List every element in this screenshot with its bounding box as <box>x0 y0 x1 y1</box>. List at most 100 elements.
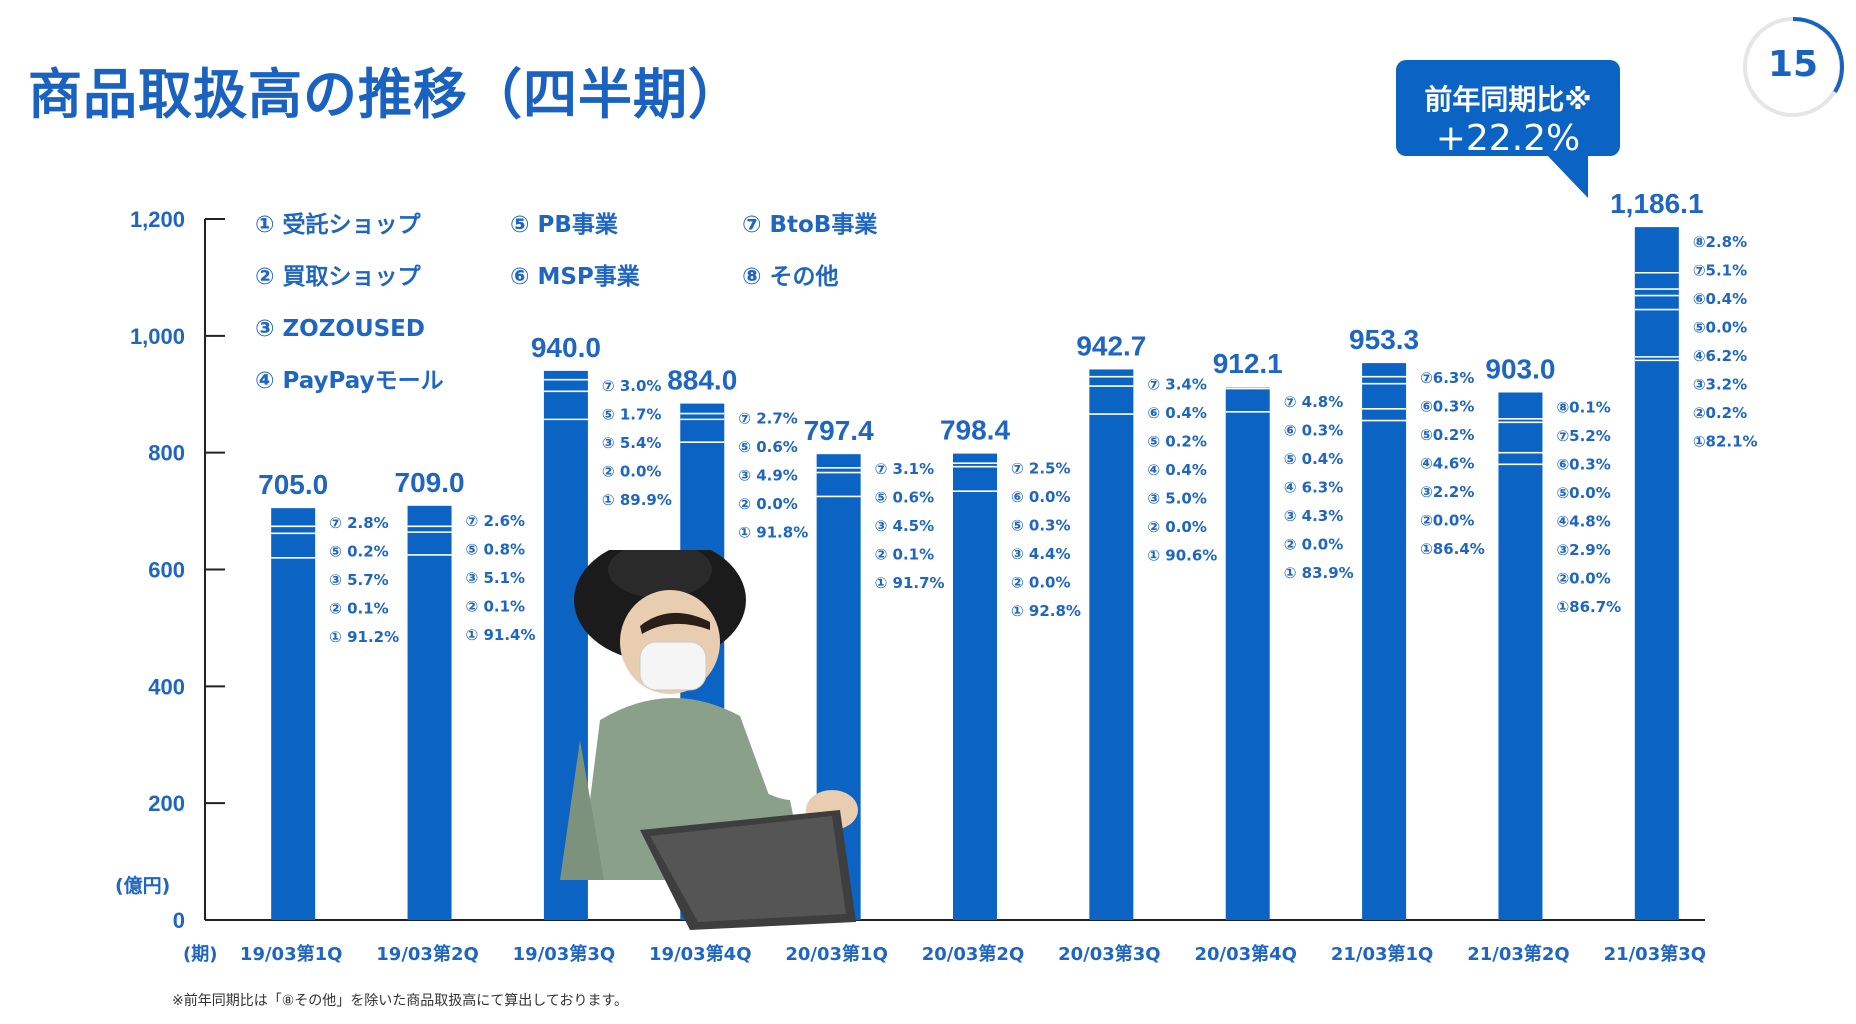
y-tick-label: 200 <box>148 791 185 816</box>
breakdown-label: ⑦ 3.0% <box>602 377 662 395</box>
yoy-label: 前年同期比※ <box>1424 83 1592 116</box>
breakdown-label: ⑦6.3% <box>1420 369 1474 387</box>
breakdown-label: ① 91.4% <box>466 626 536 644</box>
breakdown-label: ④4.8% <box>1556 512 1610 530</box>
breakdown-label: ⑥0.3% <box>1420 398 1474 416</box>
legend-item: ② 買取ショップ <box>255 264 421 290</box>
breakdown-label: ③ 5.0% <box>1147 489 1207 507</box>
page-number: 15 <box>1767 44 1819 85</box>
footnote: ※前年同期比は「⑧その他」を除いた商品取扱高にて算出しております。 <box>172 993 629 1009</box>
y-tick-label: 600 <box>148 558 185 583</box>
breakdown-label: ② 0.0% <box>738 495 798 513</box>
x-axis-label: (期) <box>183 944 217 965</box>
breakdown-label: ① 83.9% <box>1284 564 1354 582</box>
breakdown-label: ⑦ 4.8% <box>1284 393 1344 411</box>
y-tick-label: 400 <box>148 674 185 699</box>
y-axis-unit-label: (億円) <box>115 874 170 897</box>
breakdown-label: ⑥ 0.0% <box>1011 488 1071 506</box>
breakdown-label: ⑤ 0.2% <box>329 543 389 561</box>
y-tick-label: 800 <box>148 441 185 466</box>
breakdown-label: ⑦5.2% <box>1556 427 1610 445</box>
breakdown-label: ② 0.0% <box>1011 574 1071 592</box>
breakdown-label: ⑤ 0.8% <box>466 540 526 558</box>
breakdown-label: ③ 5.7% <box>329 571 389 589</box>
breakdown-label: ⑤ 0.6% <box>738 438 798 456</box>
yoy-value: +22.2% <box>1435 118 1581 159</box>
breakdown-label: ② 0.0% <box>1284 536 1344 554</box>
legend-item: ⑦ BtoB事業 <box>742 211 878 238</box>
bar <box>1634 227 1679 920</box>
breakdown-label: ② 0.1% <box>329 600 389 618</box>
y-tick-label: 1,000 <box>130 324 185 349</box>
breakdown-label: ⑤ 0.3% <box>1011 517 1071 535</box>
bar-value-label: 912.1 <box>1213 348 1283 379</box>
breakdown-label: ② 0.0% <box>1147 518 1207 536</box>
breakdown-label: ② 0.0% <box>602 462 662 480</box>
breakdown-label: ⑤ 0.6% <box>875 489 935 507</box>
breakdown-label: ⑥ 0.3% <box>1284 422 1344 440</box>
bar-value-label: 884.0 <box>667 365 737 396</box>
legend-item: ③ ZOZOUSED <box>255 316 425 342</box>
y-tick-label: 1,200 <box>130 207 185 232</box>
breakdown-label: ⑧0.1% <box>1556 398 1610 416</box>
breakdown-label: ④ 0.4% <box>1147 461 1207 479</box>
breakdown-label: ⑧2.8% <box>1693 233 1747 251</box>
breakdown-label: ③ 4.3% <box>1284 507 1344 525</box>
breakdown-label: ⑤ 0.4% <box>1284 450 1344 468</box>
bar-value-label: 953.3 <box>1349 324 1419 355</box>
breakdown-label: ③2.9% <box>1556 541 1610 559</box>
x-tick-label: 20/03第2Q <box>922 943 1025 965</box>
breakdown-label: ① 91.7% <box>875 574 945 592</box>
bar-value-label: 705.0 <box>258 469 328 500</box>
x-tick-label: 20/03第1Q <box>785 943 888 965</box>
breakdown-label: ① 91.8% <box>738 524 808 542</box>
legend-item: ⑤ PB事業 <box>510 211 619 238</box>
breakdown-label: ⑥ 0.4% <box>1147 404 1207 422</box>
breakdown-label: ⑤0.0% <box>1693 319 1747 337</box>
bar <box>1225 387 1270 920</box>
x-tick-label: 19/03第2Q <box>376 943 479 965</box>
bar-value-label: 709.0 <box>395 467 465 498</box>
breakdown-label: ②0.2% <box>1693 404 1747 422</box>
breakdown-label: ⑤ 1.7% <box>602 405 662 423</box>
x-tick-label: 20/03第4Q <box>1194 943 1297 965</box>
breakdown-label: ② 0.1% <box>875 546 935 564</box>
bar <box>1498 392 1543 920</box>
breakdown-label: ⑦5.1% <box>1693 262 1747 280</box>
breakdown-label: ① 89.9% <box>602 491 672 509</box>
breakdown-label: ③ 4.4% <box>1011 545 1071 563</box>
breakdown-label: ③3.2% <box>1693 376 1747 394</box>
breakdown-label: ③2.2% <box>1420 483 1474 501</box>
breakdown-label: ①86.7% <box>1556 598 1621 616</box>
breakdown-label: ⑦ 2.6% <box>466 512 526 530</box>
breakdown-label: ③ 5.1% <box>466 569 526 587</box>
page-title: 商品取扱高の推移（四半期） <box>28 63 743 126</box>
breakdown-label: ⑦ 3.1% <box>875 460 935 478</box>
bar-value-label: 940.0 <box>531 332 601 363</box>
breakdown-label: ⑥0.4% <box>1693 290 1747 308</box>
breakdown-label: ① 90.6% <box>1147 546 1217 564</box>
x-tick-label: 19/03第4Q <box>649 943 752 965</box>
breakdown-label: ④ 6.3% <box>1284 479 1344 497</box>
breakdown-label: ② 0.1% <box>466 597 526 615</box>
breakdown-label: ①86.4% <box>1420 540 1485 558</box>
breakdown-label: ④4.6% <box>1420 455 1474 473</box>
x-tick-label: 20/03第3Q <box>1058 943 1161 965</box>
yoy-callout-bubble <box>1396 60 1620 198</box>
legend-item: ⑥ MSP事業 <box>510 263 641 290</box>
legend-item: ④ PayPayモール <box>255 368 444 394</box>
bar-value-label: 1,186.1 <box>1610 188 1703 219</box>
x-tick-label: 21/03第1Q <box>1331 943 1434 965</box>
page-number-ring <box>1743 16 1844 117</box>
person-with-laptop-illustration <box>560 550 858 930</box>
breakdown-label: ⑤ 0.2% <box>1147 432 1207 450</box>
breakdown-label: ① 91.2% <box>329 628 399 646</box>
bar <box>271 508 316 920</box>
x-tick-label: 19/03第3Q <box>513 943 616 965</box>
breakdown-label: ① 92.8% <box>1011 602 1081 620</box>
legend-item: ⑧ その他 <box>742 264 838 290</box>
bar <box>953 453 997 920</box>
breakdown-label: ⑦ 2.8% <box>329 514 389 532</box>
breakdown-label: ③ 4.5% <box>875 517 935 535</box>
